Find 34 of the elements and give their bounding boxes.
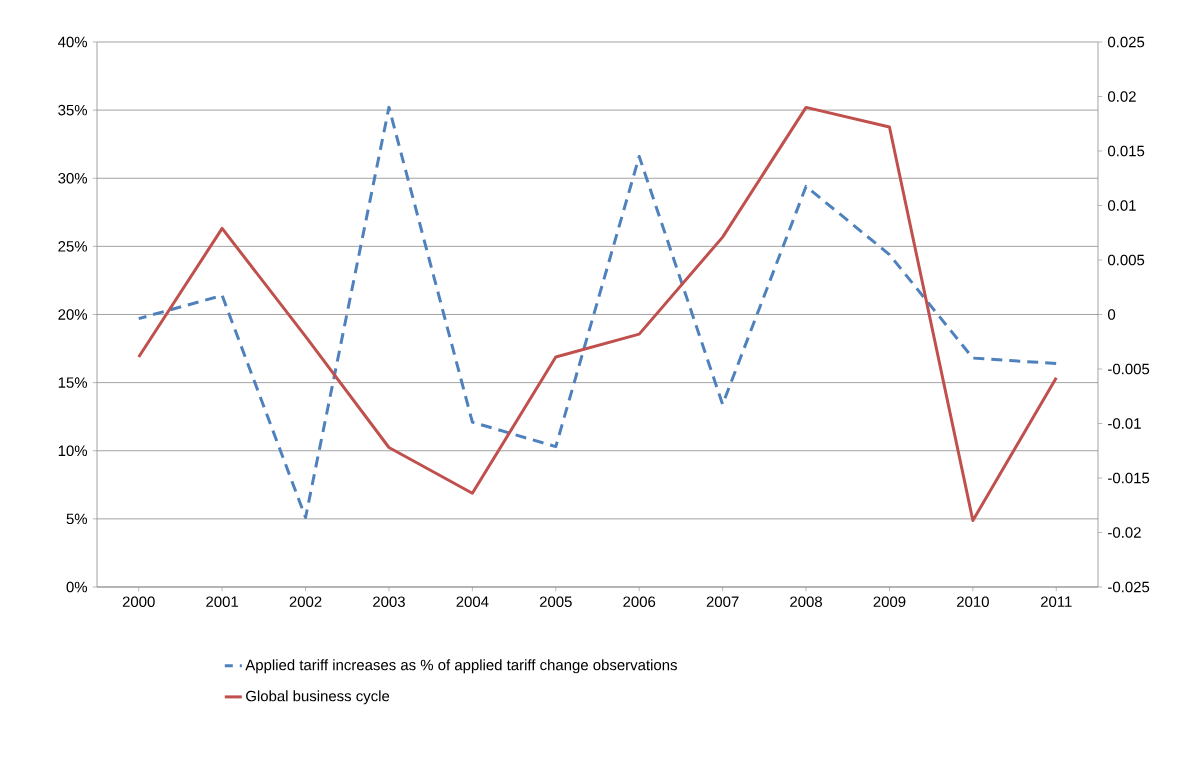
legend-label: Global business cycle bbox=[246, 690, 390, 705]
x-tick-label: 2011 bbox=[1040, 596, 1072, 608]
x-tick-label: 2009 bbox=[873, 596, 906, 608]
y2-tick-label: -0.005 bbox=[1108, 363, 1150, 375]
y-tick-label: 35% bbox=[58, 104, 88, 116]
legend-label: Applied tariff increases as % of applied tariff change observations bbox=[245, 659, 677, 674]
y-tick-label: 30% bbox=[58, 172, 88, 184]
x-tick-label: 2000 bbox=[122, 596, 155, 608]
x-tick-label: 2003 bbox=[373, 596, 405, 608]
x-tick-label: 2007 bbox=[706, 596, 739, 608]
x-tick-label: 2008 bbox=[790, 596, 822, 608]
y-tick-label: 0% bbox=[66, 581, 88, 593]
x-tick-label: 2010 bbox=[957, 596, 989, 608]
y2-tick-label: 0 bbox=[1108, 309, 1116, 320]
x-tick-label: 2005 bbox=[539, 596, 572, 608]
y-tick-label: 10% bbox=[58, 445, 88, 457]
y2-tick-label: -0.025 bbox=[1108, 581, 1150, 593]
y2-tick-label: 0.005 bbox=[1108, 254, 1145, 266]
x-tick-label: 2001 bbox=[206, 596, 239, 608]
x-tick-label: 2004 bbox=[456, 596, 489, 608]
y2-tick-label: 0.015 bbox=[1108, 145, 1145, 157]
y-tick-label: 40% bbox=[58, 36, 88, 48]
y2-tick-label: 0.02 bbox=[1108, 91, 1136, 102]
y-tick-label: 5% bbox=[66, 513, 88, 525]
y-tick-label: 15% bbox=[58, 377, 88, 388]
y2-tick-label: -0.01 bbox=[1108, 418, 1141, 429]
x-tick-label: 2006 bbox=[623, 596, 656, 608]
y-tick-label: 20% bbox=[58, 309, 88, 320]
y2-tick-label: -0.015 bbox=[1108, 472, 1150, 484]
y-tick-label: 25% bbox=[58, 241, 88, 252]
y2-tick-label: 0.025 bbox=[1108, 36, 1145, 48]
y2-tick-label: 0.01 bbox=[1108, 200, 1136, 211]
x-tick-label: 2002 bbox=[289, 596, 322, 608]
y2-tick-label: -0.02 bbox=[1108, 527, 1141, 538]
